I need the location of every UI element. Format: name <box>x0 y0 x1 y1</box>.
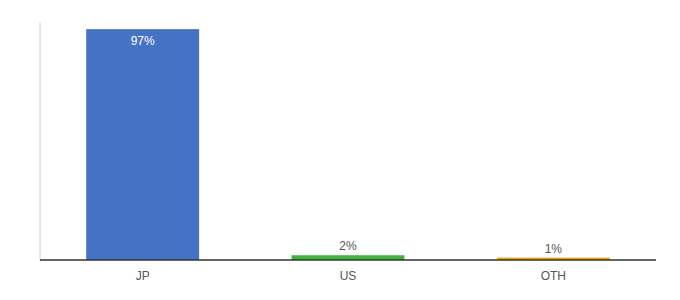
data-label: 2% <box>339 239 357 253</box>
x-tick-labels: JP US OTH <box>136 269 566 283</box>
data-label: 1% <box>545 242 563 256</box>
x-tick-label: OTH <box>541 269 566 283</box>
data-labels: 97% 2% 1% <box>131 34 563 255</box>
bars <box>86 29 610 260</box>
y-axis-line <box>40 22 41 260</box>
chart-container: 97% 2% 1% JP US OTH <box>0 0 680 300</box>
x-tick-label: US <box>340 269 357 283</box>
x-axis-line <box>40 259 656 261</box>
chart: 97% 2% 1% JP US OTH <box>0 0 680 300</box>
data-label: 97% <box>131 34 155 48</box>
x-tick-label: JP <box>136 269 150 283</box>
bar <box>86 29 199 260</box>
